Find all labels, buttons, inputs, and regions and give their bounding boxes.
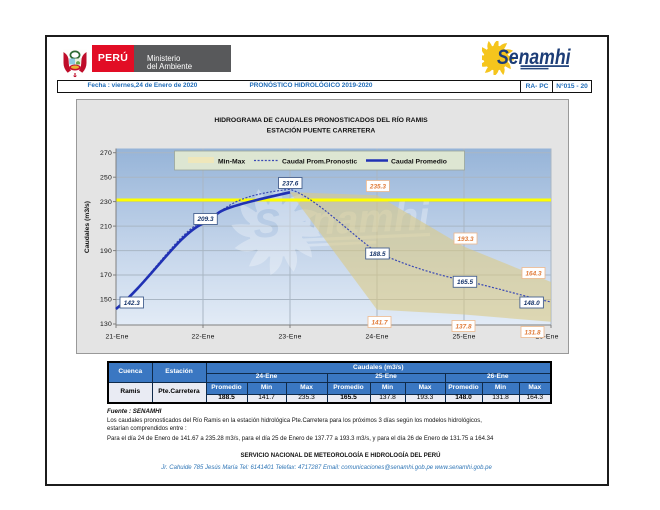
- svg-text:130: 130: [100, 321, 112, 328]
- svg-text:25-Ene: 25-Ene: [452, 333, 475, 340]
- svg-text:21-Ene: 21-Ene: [105, 333, 128, 340]
- svg-text:235.3: 235.3: [369, 183, 386, 190]
- svg-text:Caudal Promedio: Caudal Promedio: [391, 158, 447, 165]
- svg-text:141.7: 141.7: [372, 319, 388, 326]
- svg-text:270: 270: [100, 149, 112, 156]
- svg-text:142.3: 142.3: [124, 299, 140, 306]
- svg-text:150: 150: [100, 296, 112, 303]
- svg-text:Caudal Prom.Pronostic: Caudal Prom.Pronostic: [282, 158, 357, 165]
- svg-text:131.8: 131.8: [525, 329, 541, 336]
- svg-text:210: 210: [100, 223, 112, 230]
- svg-text:165.5: 165.5: [457, 279, 473, 286]
- svg-text:Senamhi: Senamhi: [497, 46, 571, 69]
- svg-text:237.6: 237.6: [281, 180, 298, 187]
- svg-text:190: 190: [100, 247, 112, 254]
- svg-text:HIDROGRAMA DE CAUDALES PRONOST: HIDROGRAMA DE CAUDALES PRONOSTICADOS DEL…: [214, 115, 428, 124]
- svg-text:250: 250: [100, 174, 112, 181]
- svg-text:22-Ene: 22-Ene: [191, 333, 214, 340]
- svg-text:193.3: 193.3: [458, 235, 474, 242]
- svg-text:230: 230: [100, 198, 112, 205]
- svg-text:188.5: 188.5: [370, 250, 386, 257]
- svg-text:Caudales (m3/s): Caudales (m3/s): [84, 200, 91, 252]
- svg-text:209.3: 209.3: [197, 216, 214, 223]
- svg-text:23-Ene: 23-Ene: [278, 333, 301, 340]
- svg-text:164.3: 164.3: [526, 270, 542, 277]
- svg-text:Min-Max: Min-Max: [218, 158, 245, 165]
- svg-text:137.8: 137.8: [456, 323, 472, 330]
- svg-text:ESTACIÓN PUENTE CARRETERA: ESTACIÓN PUENTE CARRETERA: [267, 125, 376, 134]
- svg-text:148.0: 148.0: [524, 299, 540, 306]
- svg-text:170: 170: [100, 272, 112, 279]
- svg-text:26-Ene: 26-Ene: [535, 333, 558, 340]
- svg-text:24-Ene: 24-Ene: [365, 333, 388, 340]
